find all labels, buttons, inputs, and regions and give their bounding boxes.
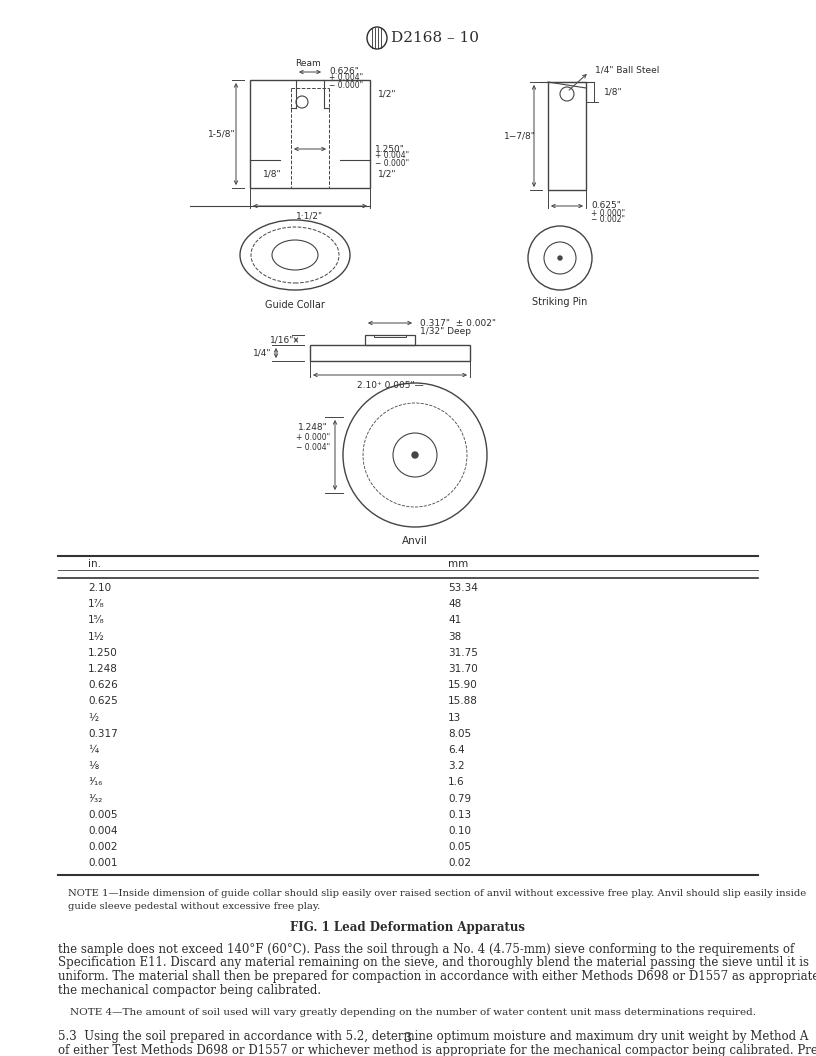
Text: − 0.000": − 0.000" <box>329 80 363 90</box>
Text: 3: 3 <box>404 1032 412 1044</box>
Text: + 0.000": + 0.000" <box>296 433 330 441</box>
Text: the mechanical compactor being calibrated.: the mechanical compactor being calibrate… <box>58 984 322 997</box>
Text: 53.34: 53.34 <box>448 583 478 593</box>
Text: mm: mm <box>448 559 468 569</box>
Text: ¹⁄₁₆: ¹⁄₁₆ <box>88 777 102 788</box>
Text: 1/2": 1/2" <box>378 170 397 178</box>
Text: 1.250: 1.250 <box>88 647 118 658</box>
Text: 1/4": 1/4" <box>253 348 271 358</box>
Bar <box>365 335 415 345</box>
Text: uniform. The material shall then be prepared for compaction in accordance with e: uniform. The material shall then be prep… <box>58 970 816 983</box>
Text: 5.3  Using the soil prepared in accordance with 5.2, determine optimum moisture : 5.3 Using the soil prepared in accordanc… <box>58 1030 809 1042</box>
Text: + 0.004": + 0.004" <box>375 151 409 161</box>
Text: in.: in. <box>88 559 101 569</box>
Text: 1/8": 1/8" <box>604 88 623 96</box>
Text: 0.625": 0.625" <box>591 202 621 210</box>
Text: 8.05: 8.05 <box>448 729 471 739</box>
Text: Anvil: Anvil <box>402 536 428 546</box>
Text: 2.10: 2.10 <box>88 583 111 593</box>
Bar <box>374 335 406 337</box>
Text: 15.88: 15.88 <box>448 696 478 706</box>
Text: 1−7/8": 1−7/8" <box>504 132 536 140</box>
Text: 1.248: 1.248 <box>88 664 118 674</box>
Text: + 0.000": + 0.000" <box>591 208 625 218</box>
Text: 0.05: 0.05 <box>448 843 471 852</box>
Text: 0.001: 0.001 <box>88 859 118 868</box>
Text: 6.4: 6.4 <box>448 744 464 755</box>
Text: 1·1/2": 1·1/2" <box>296 211 324 221</box>
Text: Ream: Ream <box>295 59 321 69</box>
Text: 1-5/8": 1-5/8" <box>208 130 236 138</box>
Text: 48: 48 <box>448 599 461 609</box>
Text: 0.10: 0.10 <box>448 826 471 836</box>
Text: 1/4" Ball Steel: 1/4" Ball Steel <box>595 65 659 75</box>
Text: − 0.000": − 0.000" <box>375 158 409 168</box>
Text: NOTE 1—Inside dimension of guide collar should slip easily over raised section o: NOTE 1—Inside dimension of guide collar … <box>68 888 806 898</box>
Text: 0.13: 0.13 <box>448 810 471 819</box>
Text: 3.2: 3.2 <box>448 761 464 771</box>
Text: Specification E11. Discard any material remaining on the sieve, and thoroughly b: Specification E11. Discard any material … <box>58 957 809 969</box>
Text: 31.75: 31.75 <box>448 647 478 658</box>
Circle shape <box>412 452 418 458</box>
Text: ⅛: ⅛ <box>88 761 98 771</box>
Text: 1.6: 1.6 <box>448 777 464 788</box>
Text: 0.02: 0.02 <box>448 859 471 868</box>
Text: 0.626: 0.626 <box>88 680 118 691</box>
Bar <box>310 345 470 361</box>
Text: 0.626": 0.626" <box>329 68 359 76</box>
Text: 38: 38 <box>448 631 461 642</box>
Text: Guide Collar: Guide Collar <box>265 300 325 310</box>
Text: 0.625: 0.625 <box>88 696 118 706</box>
Text: 1.248": 1.248" <box>298 422 328 432</box>
Text: 1/8": 1/8" <box>263 170 282 178</box>
Text: 0.317: 0.317 <box>88 729 118 739</box>
Text: 2.10⁺ 0.005"—: 2.10⁺ 0.005"— <box>357 380 424 390</box>
Text: Striking Pin: Striking Pin <box>532 297 588 307</box>
Bar <box>548 82 586 190</box>
Text: 31.70: 31.70 <box>448 664 477 674</box>
Text: + 0.004": + 0.004" <box>329 74 363 82</box>
Text: 0.004: 0.004 <box>88 826 118 836</box>
Text: 1.250": 1.250" <box>375 145 405 153</box>
Text: D2168 – 10: D2168 – 10 <box>391 31 479 45</box>
Text: 1/16": 1/16" <box>270 336 295 344</box>
Text: 1⁵⁄₈: 1⁵⁄₈ <box>88 616 104 625</box>
Text: of either Test Methods D698 or D1557 or whichever method is appropriate for the : of either Test Methods D698 or D1557 or … <box>58 1043 816 1056</box>
Text: 0.79: 0.79 <box>448 794 471 804</box>
Text: 13: 13 <box>448 713 461 722</box>
Text: 0.002: 0.002 <box>88 843 118 852</box>
Text: − 0.004": − 0.004" <box>296 442 330 452</box>
Text: 0.005: 0.005 <box>88 810 118 819</box>
Text: 0.317"  ± 0.002": 0.317" ± 0.002" <box>420 319 496 327</box>
Text: guide sleeve pedestal without excessive free play.: guide sleeve pedestal without excessive … <box>68 902 320 910</box>
Text: 1⁷⁄₈: 1⁷⁄₈ <box>88 599 104 609</box>
Text: 1/2": 1/2" <box>378 90 397 98</box>
Bar <box>250 80 370 188</box>
Text: 1/32" Deep: 1/32" Deep <box>420 326 471 336</box>
Text: ¼: ¼ <box>88 744 98 755</box>
Text: ½: ½ <box>88 713 98 722</box>
Text: FIG. 1 Lead Deformation Apparatus: FIG. 1 Lead Deformation Apparatus <box>290 921 526 934</box>
Text: 1½: 1½ <box>88 631 104 642</box>
Text: − 0.002": − 0.002" <box>591 215 625 225</box>
Circle shape <box>558 256 562 260</box>
Text: NOTE 4—The amount of soil used will vary greatly depending on the number of wate: NOTE 4—The amount of soil used will vary… <box>70 1007 756 1017</box>
Text: ¹⁄₃₂: ¹⁄₃₂ <box>88 794 102 804</box>
Text: the sample does not exceed 140°F (60°C). Pass the soil through a No. 4 (4.75-mm): the sample does not exceed 140°F (60°C).… <box>58 943 794 956</box>
Text: 41: 41 <box>448 616 461 625</box>
Text: 15.90: 15.90 <box>448 680 477 691</box>
